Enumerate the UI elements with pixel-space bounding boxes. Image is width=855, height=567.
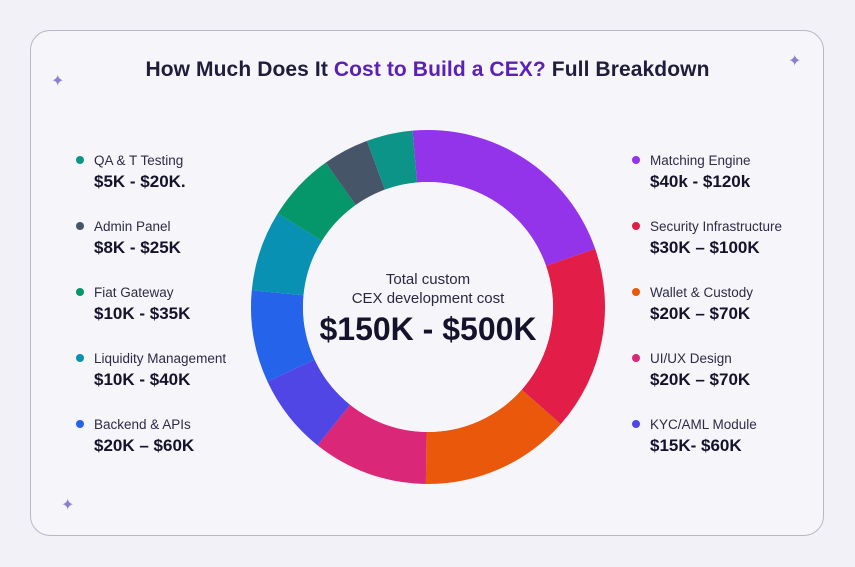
legend-dot [632,420,640,428]
legend-dot [76,420,84,428]
legend-value: $20K – $70K [650,370,751,389]
legend-label: UI/UX Design [650,350,732,366]
legend-label: Matching Engine [650,152,751,168]
legend-dot [76,288,84,296]
legend-dot [76,354,84,362]
center-total-value: $150K - $500K [319,311,537,347]
legend-value: $30K – $100K [650,238,760,257]
legend-value: $10K - $35K [94,304,191,323]
donut-slice-qa-t-testing [367,130,418,190]
legend-item-security-infrastructure: Security Infrastructure $30K – $100K [632,217,852,258]
legend-dot [632,156,640,164]
title-part2: Full Breakdown [545,58,710,81]
legend-item-ui-ux-design: UI/UX Design $20K – $70K [632,349,852,390]
legend-dot [632,288,640,296]
legend-dot [76,222,84,230]
donut-slice-wallet-custody [425,389,561,484]
center-label: Total custom CEX development cost [280,270,576,308]
donut-slice-liquidity-management [251,213,322,296]
legend-value: $15K- $60K [650,436,742,455]
legend-item-matching-engine: Matching Engine $40k - $120k [632,151,852,192]
legend-label: Security Infrastructure [650,218,783,234]
legend-label: Backend & APIs [94,416,191,432]
legend-label: Liquidity Management [94,350,227,366]
legend-value: $40k - $120k [650,172,751,191]
donut-slice-matching-engine [412,130,596,266]
legend-value: $5K - $20K. [94,172,186,191]
donut-slice-backend-apis [251,290,315,382]
donut-slice-kyc-aml-module [267,359,351,446]
page-title: How Much Does It Cost to Build a CEX? Fu… [0,58,855,82]
legend-label: KYC/AML Module [650,416,757,432]
legend-dot [76,156,84,164]
legend-label: Fiat Gateway [94,284,174,300]
donut-slice-fiat-gateway [277,162,356,241]
donut-slice-ui-ux-design [317,404,427,484]
legend-value: $10K - $40K [94,370,191,389]
legend-item-wallet-custody: Wallet & Custody $20K – $70K [632,283,852,324]
center-label-line2: CEX development cost [351,290,505,307]
legend-item-kyc-aml-module: KYC/AML Module $15K- $60K [632,415,852,456]
legend-value: $8K - $25K [94,238,181,257]
center-label-line1: Total custom [385,271,471,288]
donut-slice-admin-panel [325,140,385,206]
legend-label: Wallet & Custody [650,284,754,300]
legend-dot [632,354,640,362]
donut-slice-security-infrastructure [521,248,605,425]
title-accent: Cost to Build a CEX? [333,58,546,81]
sparkle-icon: ✦ [51,73,65,90]
legend-item-admin-panel: Admin Panel $8K - $25K [76,217,296,258]
legend-item-backend-apis: Backend & APIs $20K – $60K [76,415,296,456]
sparkle-icon: ✦ [788,53,802,70]
sparkle-icon: ✦ [61,497,75,514]
legend-item-qa-testing: QA & T Testing $5K - $20K. [76,151,296,192]
legend-item-fiat-gateway: Fiat Gateway $10K - $35K [76,283,296,324]
legend-label: QA & T Testing [94,152,184,168]
legend-value: $20K – $60K [94,436,195,455]
donut-hole [303,182,553,432]
legend-label: Admin Panel [94,218,171,234]
title-part1: How Much Does It [145,58,334,81]
legend-value: $20K – $70K [650,304,751,323]
legend-item-liquidity-management: Liquidity Management $10K - $40K [76,349,296,390]
legend-dot [632,222,640,230]
